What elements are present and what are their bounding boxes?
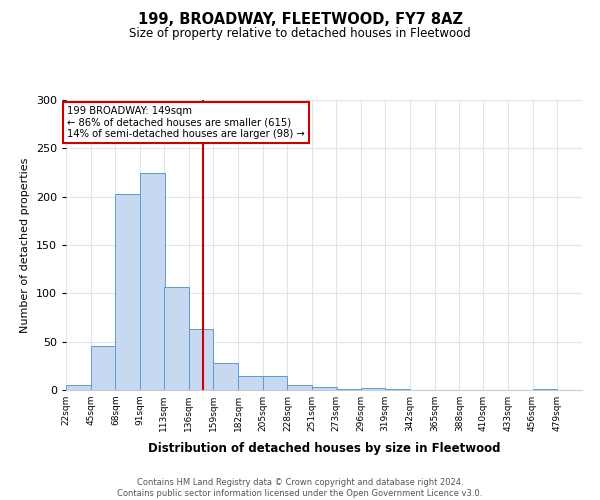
Bar	[385, 389, 410, 390]
Bar	[115, 194, 140, 390]
Bar	[66, 385, 91, 390]
Bar	[213, 363, 238, 390]
Text: Size of property relative to detached houses in Fleetwood: Size of property relative to detached ho…	[129, 28, 471, 40]
Text: 199, BROADWAY, FLEETWOOD, FY7 8AZ: 199, BROADWAY, FLEETWOOD, FY7 8AZ	[137, 12, 463, 28]
Bar	[238, 376, 263, 390]
Bar	[140, 172, 165, 390]
X-axis label: Distribution of detached houses by size in Fleetwood: Distribution of detached houses by size …	[148, 442, 500, 456]
Bar	[361, 388, 385, 390]
Bar	[287, 385, 312, 390]
Bar	[91, 346, 115, 390]
Bar	[312, 387, 337, 390]
Text: 199 BROADWAY: 149sqm
← 86% of detached houses are smaller (615)
14% of semi-deta: 199 BROADWAY: 149sqm ← 86% of detached h…	[67, 106, 305, 139]
Bar	[188, 329, 213, 390]
Text: Contains HM Land Registry data © Crown copyright and database right 2024.
Contai: Contains HM Land Registry data © Crown c…	[118, 478, 482, 498]
Bar	[533, 389, 557, 390]
Y-axis label: Number of detached properties: Number of detached properties	[20, 158, 30, 332]
Bar	[164, 286, 188, 390]
Bar	[336, 389, 361, 390]
Bar	[263, 376, 287, 390]
